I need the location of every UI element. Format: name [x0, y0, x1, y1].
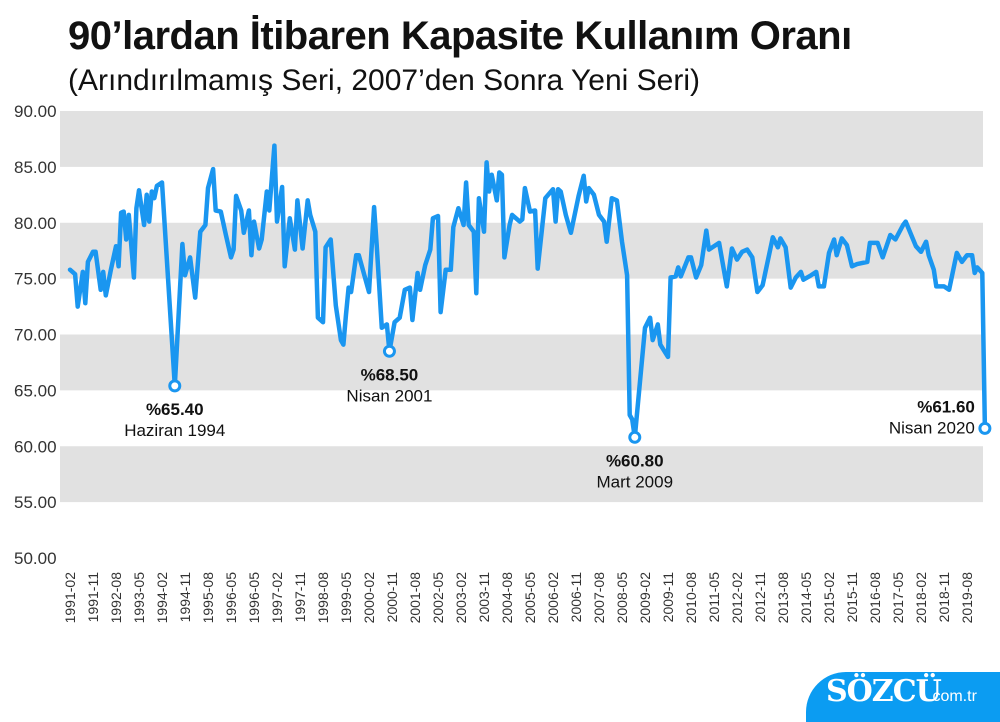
annotation-value: %65.40	[146, 400, 204, 419]
x-tick-label: 1996-05	[246, 572, 262, 624]
x-tick-label: 2007-08	[591, 572, 607, 624]
x-tick-label: 2018-11	[936, 572, 952, 623]
annotation-label: Mart 2009	[597, 472, 674, 491]
x-tick-label: 2005-05	[522, 572, 538, 624]
x-tick-label: 2006-11	[568, 572, 584, 623]
grid-bands	[60, 111, 983, 503]
annotation-label: Nisan 2001	[346, 386, 432, 405]
x-tick-label: 1998-08	[315, 572, 331, 624]
x-tick-label: 2008-05	[614, 572, 630, 624]
x-tick-label: 2017-05	[890, 572, 906, 624]
x-tick-label: 2001-08	[407, 572, 423, 624]
x-tick-label: 2010-08	[683, 572, 699, 624]
grid-band	[60, 111, 983, 167]
annotation-marker	[628, 430, 642, 444]
y-tick-label: 50.00	[14, 549, 57, 568]
x-axis: 1991-02 1991-11 1992-08 1993-05 1994-02 1994-…	[62, 572, 975, 624]
grid-band	[60, 446, 983, 503]
x-tick-label: 1995-08	[200, 572, 216, 624]
y-tick-label: 90.00	[14, 102, 57, 121]
x-tick-label: 2015-02	[821, 572, 837, 624]
annotation-value: %60.80	[606, 451, 664, 470]
annotation-marker	[978, 421, 992, 435]
series-line	[67, 143, 988, 440]
x-tick-label: 2012-02	[729, 572, 745, 624]
x-tick-label: 2016-08	[867, 572, 883, 624]
y-tick-label: 75.00	[14, 270, 57, 289]
x-tick-label: 1997-11	[292, 572, 308, 623]
annotation-value: %61.60	[917, 397, 975, 416]
y-tick-label: 65.00	[14, 381, 57, 400]
x-tick-label: 1994-11	[177, 572, 193, 623]
x-tick-label: 2011-05	[706, 572, 722, 623]
x-tick-label: 2004-08	[499, 572, 515, 624]
x-tick-label: 1991-11	[85, 572, 101, 623]
x-tick-label: 2018-02	[913, 572, 929, 624]
y-tick-label: 60.00	[14, 437, 57, 456]
x-tick-label: 1991-02	[62, 572, 78, 624]
x-tick-label: 1994-02	[154, 572, 170, 624]
x-tick-label: 1996-05	[223, 572, 239, 624]
y-tick-label: 55.00	[14, 493, 57, 512]
x-tick-label: 2000-02	[361, 572, 377, 624]
x-tick-label: 2003-02	[453, 572, 469, 624]
sozcu-logo[interactable]: SÖZCÜ .com.tr	[806, 672, 1000, 722]
x-tick-label: 2009-11	[660, 572, 676, 623]
logo-domain: .com.tr	[928, 688, 977, 705]
chart-title: 90’lardan İtibaren Kapasite Kullanım Ora…	[68, 14, 852, 58]
annotation-label: Nisan 2020	[889, 418, 975, 437]
logo-text: SÖZCÜ	[826, 674, 942, 709]
x-tick-label: 2006-02	[545, 572, 561, 624]
x-tick-label: 2012-11	[752, 572, 768, 623]
annotation-value: %68.50	[361, 365, 419, 384]
annotation-label: Haziran 1994	[124, 421, 225, 440]
x-tick-label: 2009-02	[637, 572, 653, 624]
x-tick-label: 2003-11	[476, 572, 492, 623]
y-tick-label: 70.00	[14, 326, 57, 345]
chart-subtitle: (Arındırılmamış Seri, 2007’den Sonra Yen…	[68, 64, 700, 97]
annotation-marker	[382, 344, 396, 358]
annotations: %65.40 Haziran 1994 %68.50 Nisan 2001 %60.80…	[124, 344, 992, 491]
annotation-marker	[168, 379, 182, 393]
y-axis: 90.00 85.00 80.00 75.00 70.00 65.00 60.00 55.00…	[14, 102, 57, 568]
y-tick-label: 85.00	[14, 158, 57, 177]
x-tick-label: 2002-05	[430, 572, 446, 624]
x-tick-label: 2019-08	[959, 572, 975, 624]
x-tick-label: 1999-05	[338, 572, 354, 624]
x-tick-label: 2000-11	[384, 572, 400, 623]
x-tick-label: 1993-05	[131, 572, 147, 624]
x-tick-label: 2013-08	[775, 572, 791, 624]
x-tick-label: 2014-05	[798, 572, 814, 624]
series-line-path	[67, 143, 988, 440]
grid-band	[60, 334, 983, 391]
x-tick-label: 2015-11	[844, 572, 860, 623]
x-tick-label: 1992-08	[108, 572, 124, 624]
y-tick-label: 80.00	[14, 214, 57, 233]
x-tick-label: 1997-02	[269, 572, 285, 624]
